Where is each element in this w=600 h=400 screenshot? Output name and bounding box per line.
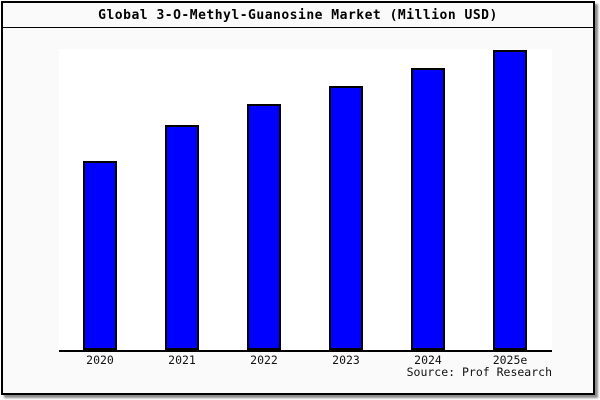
bar-2020 (83, 161, 117, 350)
chart-title: Global 3-O-Methyl-Guanosine Market (Mill… (98, 7, 498, 23)
source-credit: Source: Prof Research (406, 365, 552, 379)
bar-2023 (329, 86, 363, 350)
x-axis-labels: 2020 2021 2022 2023 2024 2025e (59, 353, 552, 367)
bar-2025e (493, 50, 527, 350)
x-tick-label-2020: 2020 (86, 353, 114, 367)
bar-2024 (411, 68, 445, 350)
x-tick-label-2022: 2022 (250, 353, 278, 367)
x-tick-label-2023: 2023 (332, 353, 360, 367)
x-tick-label-2025e: 2025e (492, 353, 528, 367)
chart-frame: Global 3-O-Methyl-Guanosine Market (Mill… (1, 1, 595, 395)
plot-area (59, 49, 552, 352)
x-tick-label-2024: 2024 (414, 353, 442, 367)
chart-title-bar: Global 3-O-Methyl-Guanosine Market (Mill… (3, 3, 593, 28)
x-tick-label-2021: 2021 (168, 353, 196, 367)
bar-2022 (247, 104, 281, 350)
bar-2021 (165, 125, 199, 350)
